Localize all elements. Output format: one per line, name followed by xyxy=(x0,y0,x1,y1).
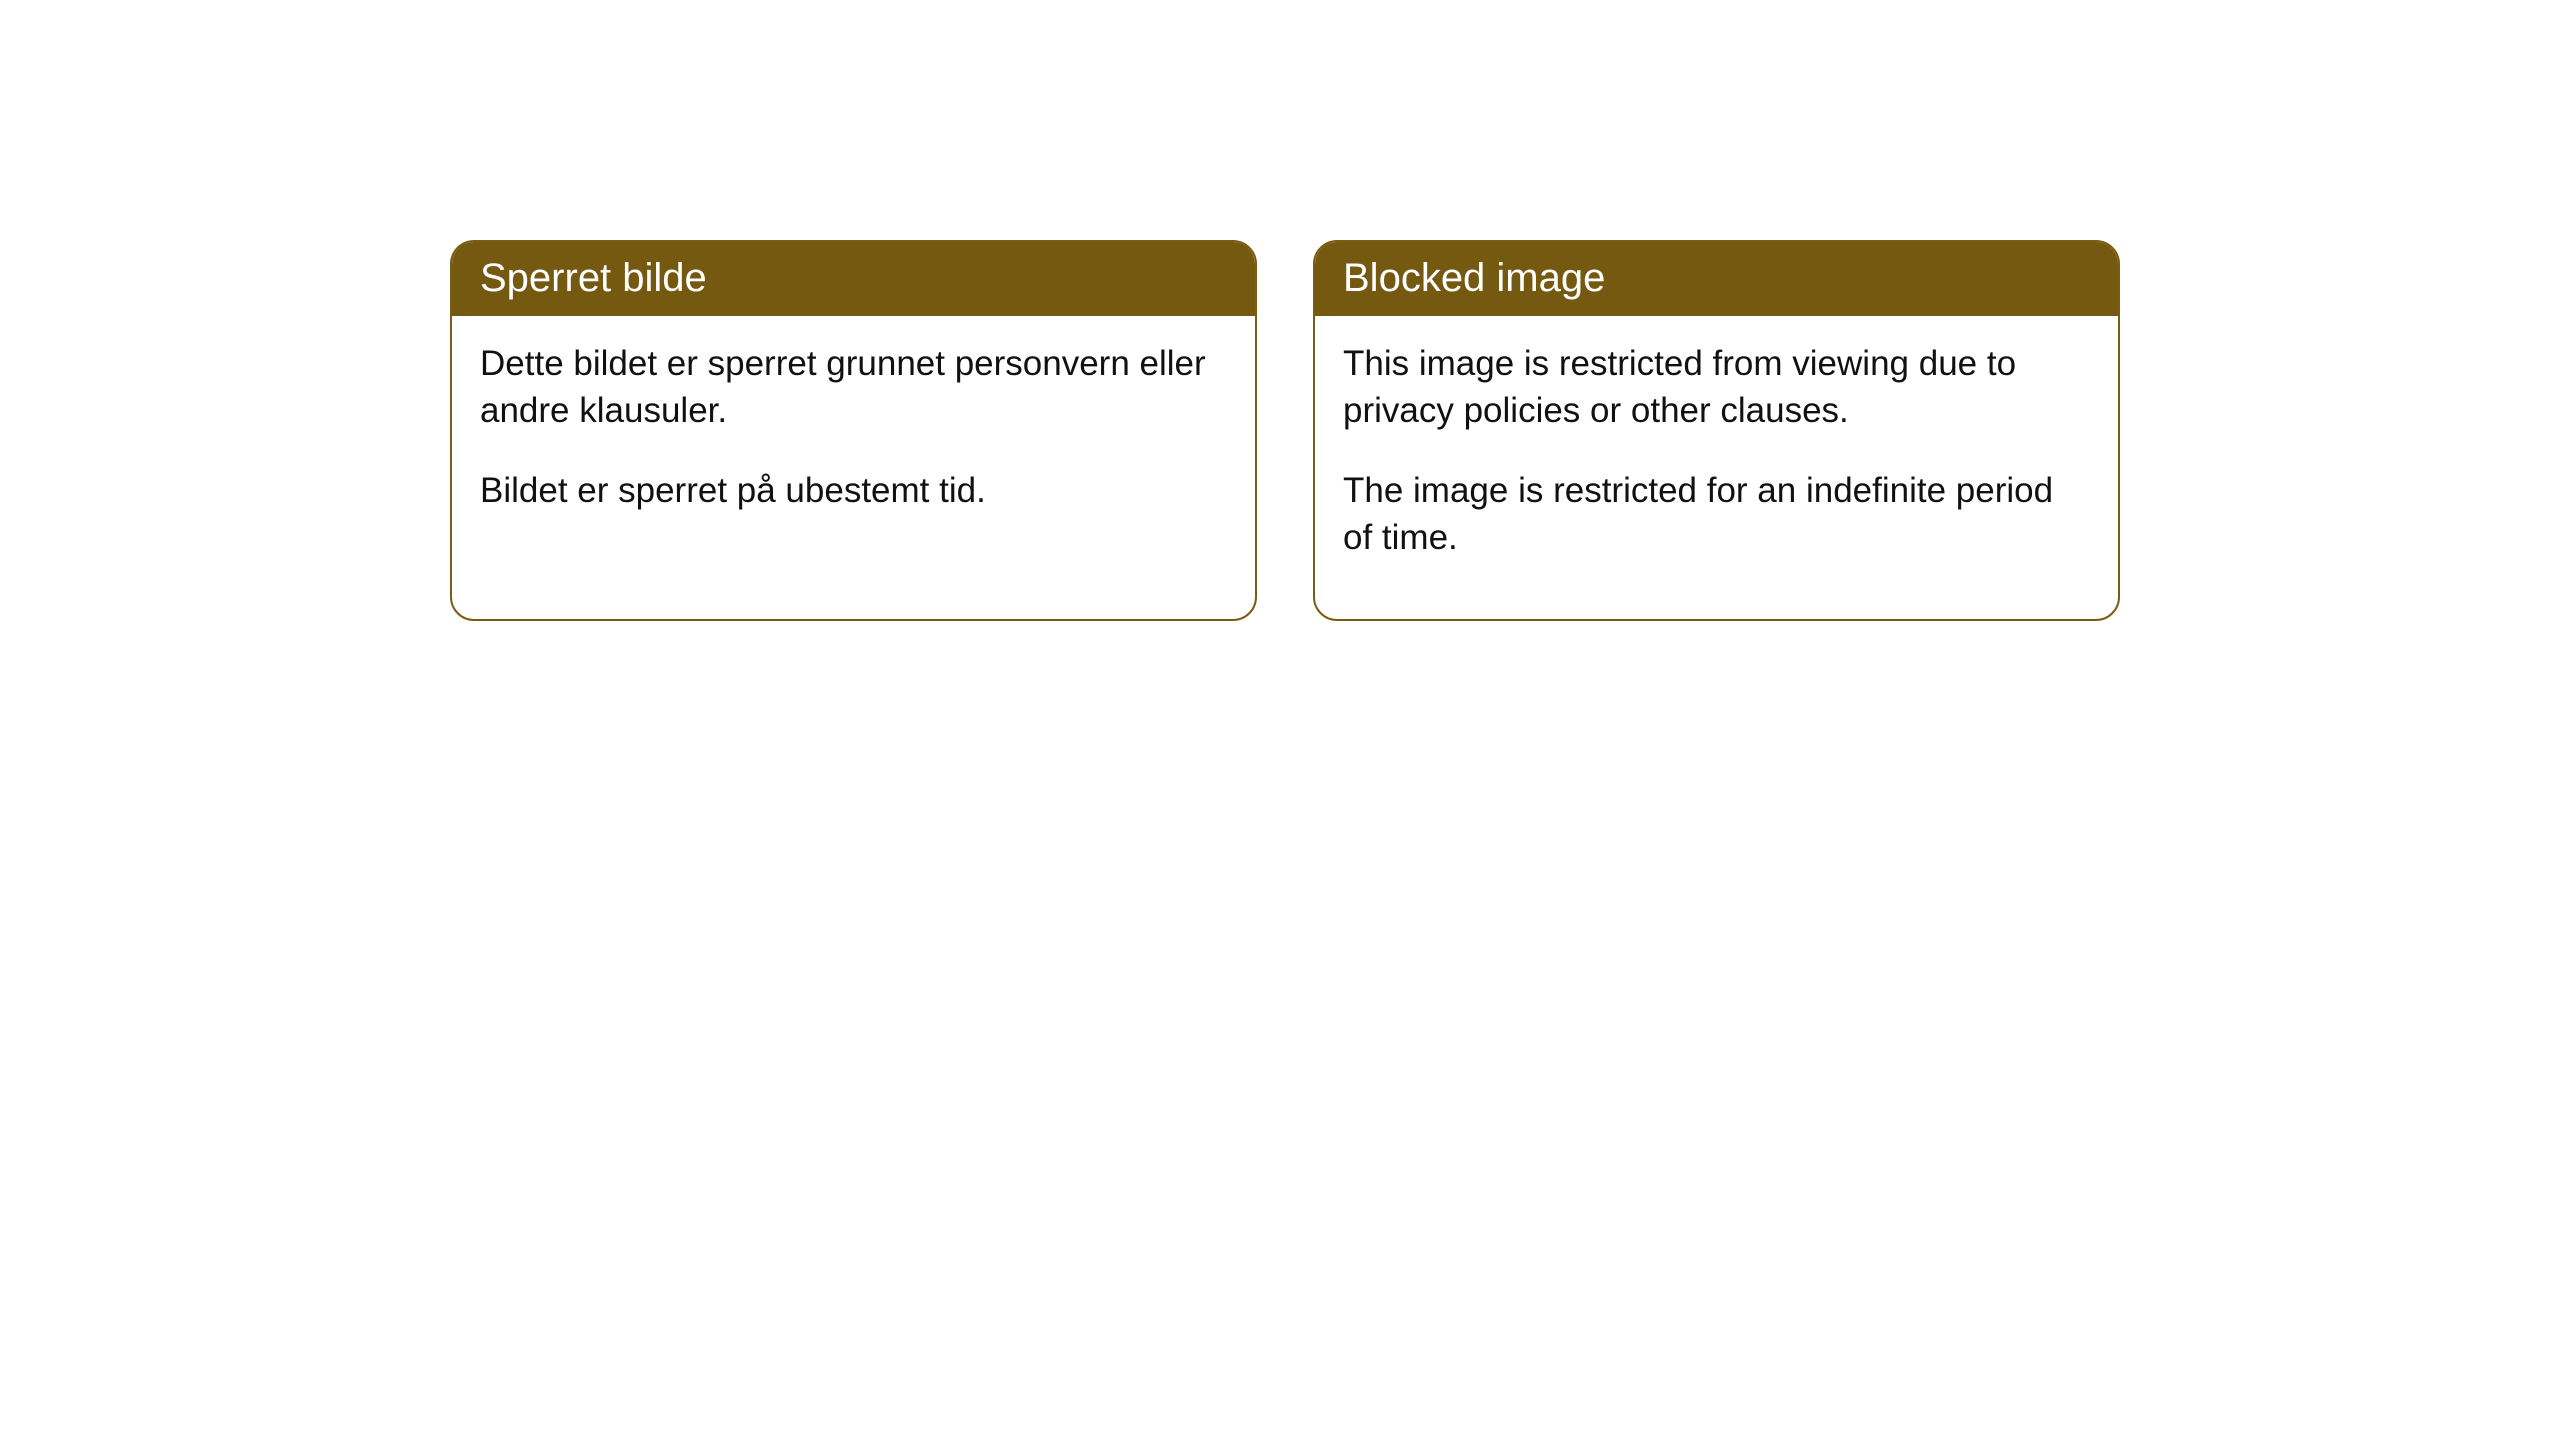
card-paragraph: The image is restricted for an indefinit… xyxy=(1343,467,2090,562)
card-body: Dette bildet er sperret grunnet personve… xyxy=(452,316,1255,572)
notice-card-norwegian: Sperret bilde Dette bildet er sperret gr… xyxy=(450,240,1257,621)
card-paragraph: Dette bildet er sperret grunnet personve… xyxy=(480,340,1227,435)
card-title: Sperret bilde xyxy=(480,256,707,300)
notice-cards-container: Sperret bilde Dette bildet er sperret gr… xyxy=(450,240,2120,621)
card-header: Blocked image xyxy=(1315,242,2118,316)
card-paragraph: This image is restricted from viewing du… xyxy=(1343,340,2090,435)
card-header: Sperret bilde xyxy=(452,242,1255,316)
card-body: This image is restricted from viewing du… xyxy=(1315,316,2118,619)
card-title: Blocked image xyxy=(1343,256,1605,300)
card-paragraph: Bildet er sperret på ubestemt tid. xyxy=(480,467,1227,514)
notice-card-english: Blocked image This image is restricted f… xyxy=(1313,240,2120,621)
